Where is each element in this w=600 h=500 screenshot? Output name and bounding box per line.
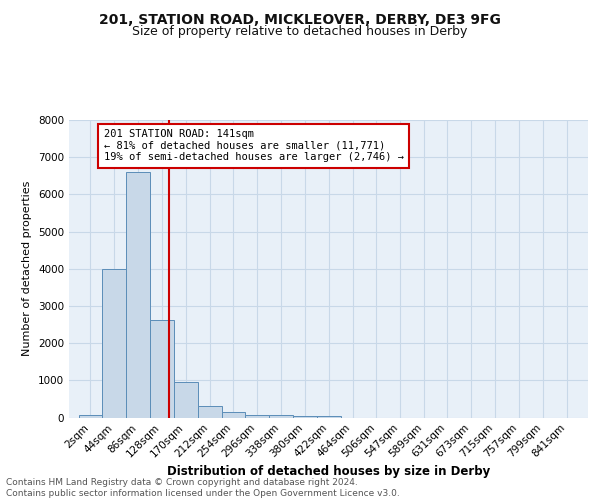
Bar [293, 416, 317, 418]
Bar [79, 416, 103, 418]
Y-axis label: Number of detached properties: Number of detached properties [22, 181, 32, 356]
Bar [198, 406, 221, 417]
Text: 201 STATION ROAD: 141sqm
← 81% of detached houses are smaller (11,771)
19% of se: 201 STATION ROAD: 141sqm ← 81% of detach… [104, 130, 404, 162]
Bar [269, 416, 293, 418]
Text: Size of property relative to detached houses in Derby: Size of property relative to detached ho… [133, 25, 467, 38]
Bar [126, 172, 150, 418]
Bar [221, 412, 245, 418]
Bar [245, 414, 269, 418]
X-axis label: Distribution of detached houses by size in Derby: Distribution of detached houses by size … [167, 465, 490, 478]
Bar [103, 270, 126, 418]
Bar [317, 416, 341, 418]
Bar [150, 320, 174, 418]
Text: Contains HM Land Registry data © Crown copyright and database right 2024.
Contai: Contains HM Land Registry data © Crown c… [6, 478, 400, 498]
Bar [174, 382, 198, 418]
Text: 201, STATION ROAD, MICKLEOVER, DERBY, DE3 9FG: 201, STATION ROAD, MICKLEOVER, DERBY, DE… [99, 12, 501, 26]
